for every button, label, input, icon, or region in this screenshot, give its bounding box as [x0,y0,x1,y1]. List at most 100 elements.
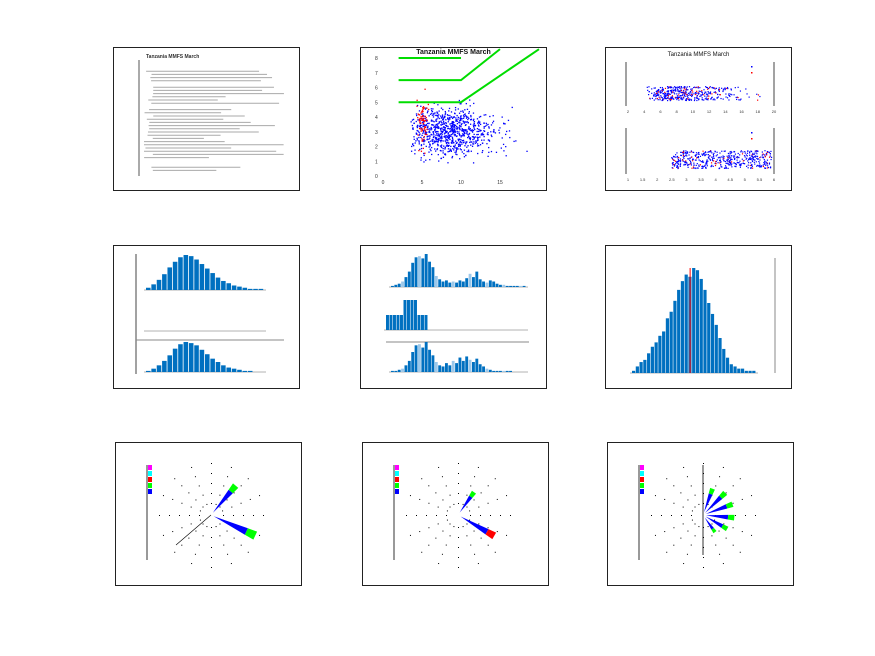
scatter-point [676,152,678,154]
scatter-point [683,164,685,166]
scatter-point [441,127,443,129]
grid-dot [211,493,212,494]
grid-dot [181,502,183,504]
scatter-point [666,97,668,99]
scatter-point [427,126,429,128]
scatter-point [468,150,470,153]
scatter-point [647,89,649,91]
scatter-point [751,157,753,159]
scatter-point [730,88,732,90]
scatter-point [697,86,699,88]
scatter-point [728,164,731,166]
scatter-point [418,136,420,139]
scatter-point [463,132,466,134]
scatter-point [662,88,664,90]
scatter-point [676,95,679,97]
scatter-point [696,96,698,98]
scatter-point [465,130,467,132]
scatter-point [683,87,685,89]
scatter-point [467,118,469,121]
scatter-point [683,92,685,94]
scatter-point [422,113,424,115]
scatter-point [714,88,716,90]
scatter-point [470,118,472,121]
scatter-point [766,162,768,164]
scatter-point [425,159,427,161]
scatter-point [458,127,461,129]
scatter-point [707,94,709,96]
grid-dot [719,553,721,555]
scatter-point [461,118,463,120]
scatter-point [660,92,662,94]
scatter-point [451,128,454,130]
scatter-point [466,150,468,153]
scatter-point [451,129,454,131]
scatter-point [690,98,692,101]
grid-dot [694,494,696,496]
grid-dot [478,523,480,525]
grid-dot [226,530,228,532]
scatter-point [446,144,448,146]
scatter-point [433,126,435,129]
scatter-point [762,164,764,166]
histogram-bar [424,254,428,287]
grid-dot [458,537,459,538]
scatter-point [454,109,457,111]
scatter-point [431,124,434,126]
scatter-point [490,134,492,136]
scatter-point [679,87,681,89]
histogram-bar [441,281,445,287]
scatter-point [702,167,704,169]
scatter-point [414,153,416,155]
scatter-point [434,140,436,143]
scatter-point [483,135,485,138]
scatter-point [483,114,485,116]
scatter-point [446,136,448,138]
scatter-point [701,153,703,155]
scatter-point [769,167,772,169]
grid-dot [458,567,459,568]
scatter-point [468,136,470,138]
scatter-point [471,136,474,138]
scatter-point [681,91,684,93]
grid-dot [446,515,447,516]
scatter-point [736,159,738,161]
grid-dot [480,537,482,539]
grid-dot [449,494,451,496]
legend-swatch [640,471,644,476]
scatter-point [675,90,677,92]
scatter-point [449,134,451,136]
scatter-point [412,143,414,145]
scatter-point [666,92,668,94]
scatter-point [688,163,690,166]
scatter-point [664,91,666,93]
scatter-point [458,125,461,127]
histogram-bar [499,284,502,287]
scatter-point [414,142,416,144]
legend-swatch [640,483,644,488]
histogram-bar [737,368,741,373]
scatter-point [658,96,660,98]
scatter-point [673,165,676,167]
scatter-point [730,150,732,153]
scatter-point [415,120,417,123]
histogram-bar [451,281,455,287]
scatter-point [454,112,456,115]
scatter-point [419,148,421,151]
scatter-point [461,143,463,145]
scatter-point [426,138,428,141]
scatter-point [459,103,461,105]
scatter-point [676,161,678,163]
scatter-point [702,150,704,152]
grid-dot [673,527,675,529]
scatter-point [759,159,761,161]
scatter-point [700,161,703,163]
legend-swatch [148,465,152,470]
x-tick-label: 16 [739,109,744,114]
scatter-point [764,160,766,162]
scatter-point [424,140,426,142]
scatter-point [452,122,454,124]
scatter-point [691,89,693,91]
scatter-point [472,143,475,145]
scatter-point [690,90,692,92]
